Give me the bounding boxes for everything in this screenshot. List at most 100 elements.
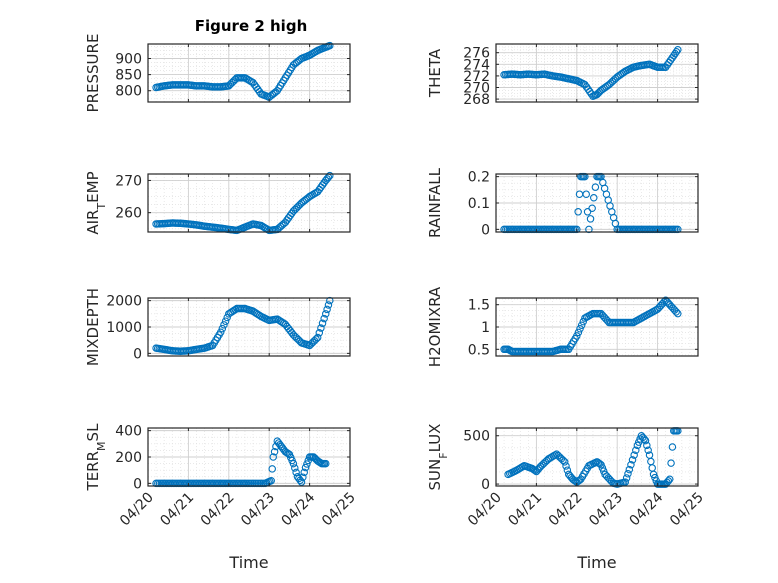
data-point [583,208,592,216]
data-point [582,190,590,198]
y-tick-label: 268 [463,92,490,108]
y-axis-label-main: AIR [84,210,102,235]
data-point [312,335,320,343]
data-point [632,446,640,454]
y-tick-label: 1 [481,320,490,336]
axes-box [495,43,699,103]
y-tick-label: 260 [115,206,142,222]
data-point [269,453,277,461]
data-point [292,468,300,477]
y-tick-label: 0.1 [468,196,490,212]
axes-3: 0 0.1 0.2 RAINFALL [426,167,699,238]
data-point [323,305,331,314]
y-axis-label: PRESSURE [84,34,102,113]
data-point [674,46,682,54]
data-point [590,193,598,202]
data-point [591,183,600,191]
y-axis-label-rest: LUX [426,424,444,453]
data-point [573,332,581,340]
data-point [627,460,635,469]
data-point [303,460,311,468]
axes-box [147,173,351,233]
y-tick-label: 0 [481,222,490,238]
data-point [267,476,275,485]
data-point [270,447,279,456]
y-axis-label-subscript: T [95,203,108,211]
y-tick-label: 850 [115,68,142,84]
axes-2: 260 270 AIRTEMP [84,171,351,235]
data-point [577,321,586,329]
y-tick-label: 0.5 [468,342,490,358]
y-tick-label: 500 [463,429,490,445]
data-point [326,41,334,50]
x-axis-label: Time [228,553,268,572]
data-point [665,475,674,483]
axes-5: 0.5 1 1.5 H2OMIXRA [426,286,699,367]
data-point [560,458,569,466]
data-point [322,459,330,468]
data-point [667,459,675,467]
data-point [588,204,596,213]
y-tick-label: 270 [463,81,490,97]
y-tick-label: 800 [115,84,142,100]
data-point [551,451,559,459]
y-axis-label-main: SUN [426,459,444,491]
y-tick-label: 276 [463,46,490,62]
data-point [268,465,276,473]
data-point [299,473,307,481]
data-point [221,317,230,325]
data-point [300,468,308,477]
y-axis-label-main: TERR [84,451,102,492]
data-point [320,314,328,323]
data-point [324,301,333,309]
y-axis-label-rest: EMP [84,171,102,202]
data-point [668,443,677,451]
data-point [622,474,631,482]
data-point [220,321,228,329]
y-tick-label: 1.5 [468,298,490,314]
data-point [291,464,299,472]
y-axis-label: SUNFLUX [426,424,450,491]
data-point [322,310,330,318]
data-point [621,478,630,486]
y-axis-label-subscript: M [95,441,108,451]
data-point [559,456,567,465]
figure-title: Figure 2 high [195,17,308,35]
y-axis-label: RAINFALL [426,167,444,238]
data-point [630,451,638,459]
axes-box [147,43,351,103]
data-point [624,470,632,478]
data-point [318,319,327,328]
data-point [574,328,583,337]
y-axis-label: MIXDEPTH [84,288,102,366]
axes-box [495,427,699,487]
data-point [562,462,570,470]
data-point [625,465,634,474]
data-point [218,324,227,333]
data-point [628,456,637,464]
data-point [576,325,584,333]
y-axis-label: H2OMIXRA [426,286,444,367]
y-tick-label: 0 [133,476,142,492]
data-point [641,436,650,445]
data-point [313,333,322,342]
data-point [586,215,595,223]
data-point [216,328,225,337]
y-tick-label: 0.2 [468,170,490,186]
data-point [317,324,325,332]
y-tick-label: 1000 [106,320,142,336]
y-axis-label: AIRTEMP [84,171,108,234]
data-point [672,47,681,56]
data-point [315,329,324,337]
data-point [674,309,682,318]
data-point [326,171,334,180]
y-axis-label: THETA [426,48,444,98]
y-axis-label: TERRMSL [84,423,108,492]
y-tick-label: 400 [115,424,142,440]
data-point [644,446,652,454]
y-tick-label: 900 [115,52,142,68]
y-tick-label: 274 [463,57,490,73]
